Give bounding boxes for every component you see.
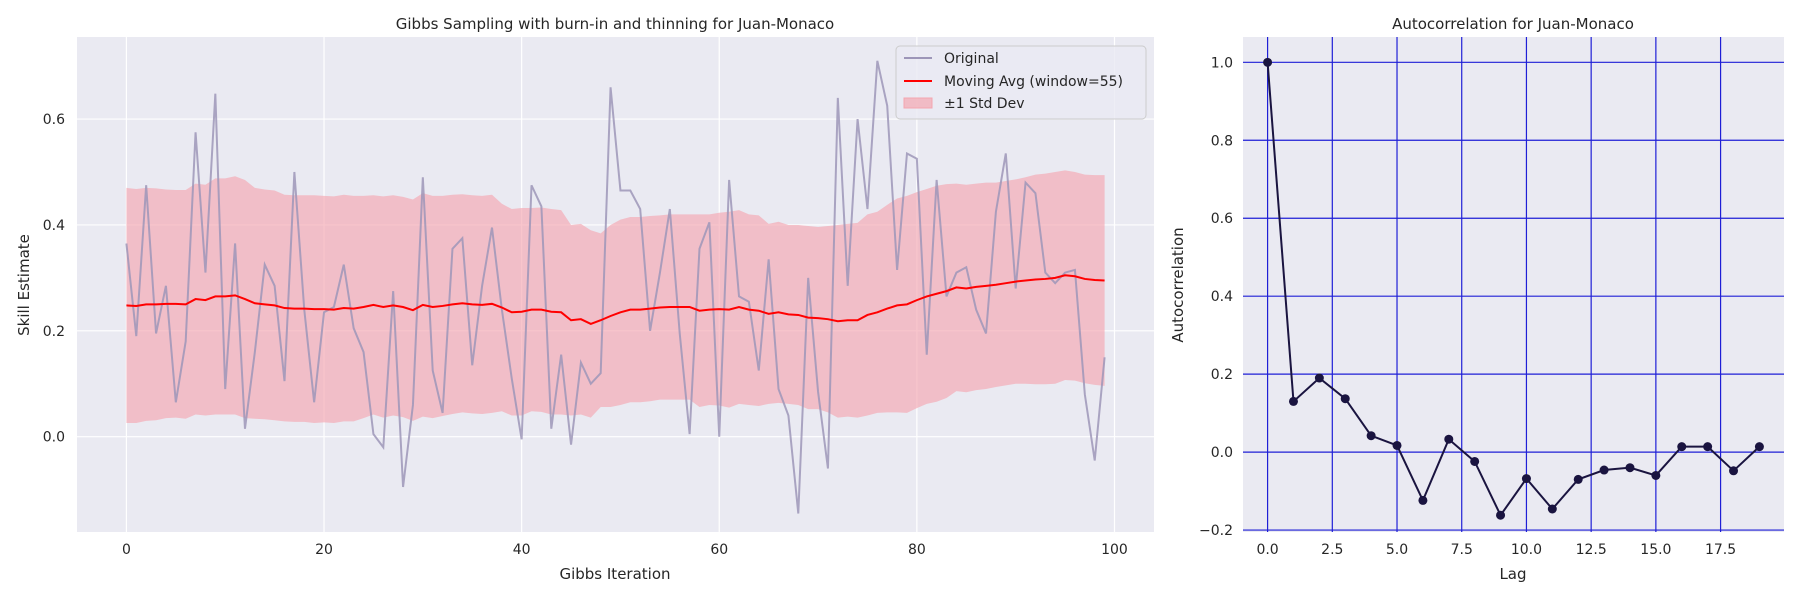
moving-average-line bbox=[126, 274, 1105, 326]
x-tick-label: 5.0 bbox=[1386, 542, 1408, 558]
x-tick-label: 2.5 bbox=[1321, 542, 1343, 558]
x-tick-label: 60 bbox=[710, 542, 728, 558]
y-tick-labels: 0.0 0.2 0.4 0.6 bbox=[43, 112, 65, 446]
autocorrelation-point bbox=[1496, 510, 1506, 520]
y-tick-label: 0.4 bbox=[43, 218, 65, 234]
x-tick-label: 80 bbox=[908, 542, 926, 558]
y-tick-labels: −0.2 0.0 0.2 0.4 0.6 0.8 1.0 bbox=[1199, 55, 1233, 539]
y-tick-label: 0.0 bbox=[1211, 445, 1233, 461]
y-tick-label: 0.8 bbox=[1211, 133, 1233, 149]
legend-label-std-dev: ±1 Std Dev bbox=[944, 96, 1024, 112]
right-chart-title: Autocorrelation for Juan-Monaco bbox=[1392, 15, 1634, 33]
x-tick-label: 12.5 bbox=[1576, 542, 1607, 558]
legend-frame bbox=[895, 45, 1147, 120]
autocorrelation-point bbox=[1314, 373, 1324, 383]
x-tick-labels: 0 20 40 60 80 100 bbox=[122, 542, 1128, 558]
x-tick-label: 40 bbox=[513, 542, 531, 558]
legend: Original Moving Avg (window=55) ±1 Std D… bbox=[895, 45, 1147, 120]
autocorrelation-point bbox=[1729, 466, 1739, 476]
autocorrelation-point bbox=[1547, 504, 1557, 514]
x-tick-label: 0 bbox=[122, 542, 131, 558]
y-tick-label: 0.2 bbox=[1211, 367, 1233, 383]
legend-label-original: Original bbox=[944, 51, 999, 67]
x-tick-label: 7.5 bbox=[1451, 542, 1473, 558]
autocorrelation-point bbox=[1444, 434, 1454, 444]
std-dev-band bbox=[126, 170, 1105, 423]
x-tick-label: 15.0 bbox=[1640, 542, 1671, 558]
y-tick-label: 0.4 bbox=[1211, 289, 1233, 305]
autocorrelation-point bbox=[1754, 442, 1764, 452]
y-tick-label: −0.2 bbox=[1199, 523, 1233, 539]
autocorrelation-point bbox=[1599, 465, 1609, 475]
original-series-line bbox=[125, 60, 1106, 514]
x-tick-labels: 0.0 2.5 5.0 7.5 10.0 12.5 15.0 17.5 bbox=[1256, 542, 1736, 558]
legend-label-moving-avg: Moving Avg (window=55) bbox=[944, 74, 1123, 90]
autocorrelation-point bbox=[1340, 394, 1350, 404]
autocorrelation-point bbox=[1288, 396, 1298, 406]
autocorrelation-point bbox=[1263, 57, 1273, 67]
autocorrelation-point bbox=[1651, 470, 1661, 480]
autocorrelation-point bbox=[1418, 495, 1428, 505]
legend-swatch-std-dev bbox=[903, 97, 933, 109]
x-tick-label: 0.0 bbox=[1256, 542, 1278, 558]
x-tick-label: 10.0 bbox=[1511, 542, 1542, 558]
autocorrelation-point bbox=[1366, 431, 1376, 441]
x-tick-label: 100 bbox=[1101, 542, 1128, 558]
autocorrelation-point bbox=[1677, 442, 1687, 452]
y-tick-label: 0.0 bbox=[43, 430, 65, 446]
autocorrelation-point bbox=[1392, 440, 1402, 450]
plot-area-background bbox=[1243, 37, 1784, 532]
x-tick-label: 20 bbox=[315, 542, 333, 558]
autocorrelation-point bbox=[1625, 463, 1635, 473]
y-tick-label: 0.6 bbox=[43, 112, 65, 128]
gibbs-trace-chart: 0 20 40 60 80 100 0.0 0.2 0.4 0.6 Gibbs Sampling… bbox=[15, 15, 1154, 583]
left-y-axis-label: Skill Estimate bbox=[15, 234, 33, 336]
y-tick-label: 1.0 bbox=[1211, 55, 1233, 71]
autocorrelation-chart: 0.0 2.5 5.0 7.5 10.0 12.5 15.0 17.5 −0.2 0.0 0.2 0… bbox=[1169, 15, 1784, 583]
right-x-axis-label: Lag bbox=[1499, 565, 1526, 583]
autocorrelation-line bbox=[1266, 62, 1761, 518]
left-chart-title: Gibbs Sampling with burn-in and thinning… bbox=[396, 15, 834, 33]
autocorrelation-point bbox=[1521, 474, 1531, 484]
autocorrelation-points bbox=[1263, 57, 1764, 520]
autocorrelation-point bbox=[1470, 456, 1480, 466]
left-x-axis-label: Gibbs Iteration bbox=[559, 565, 670, 583]
autocorrelation-point bbox=[1573, 474, 1583, 484]
y-tick-label: 0.6 bbox=[1211, 211, 1233, 227]
y-tick-label: 0.2 bbox=[43, 324, 65, 340]
x-tick-label: 17.5 bbox=[1705, 542, 1736, 558]
autocorrelation-point bbox=[1703, 442, 1713, 452]
right-y-axis-label: Autocorrelation bbox=[1169, 227, 1187, 342]
